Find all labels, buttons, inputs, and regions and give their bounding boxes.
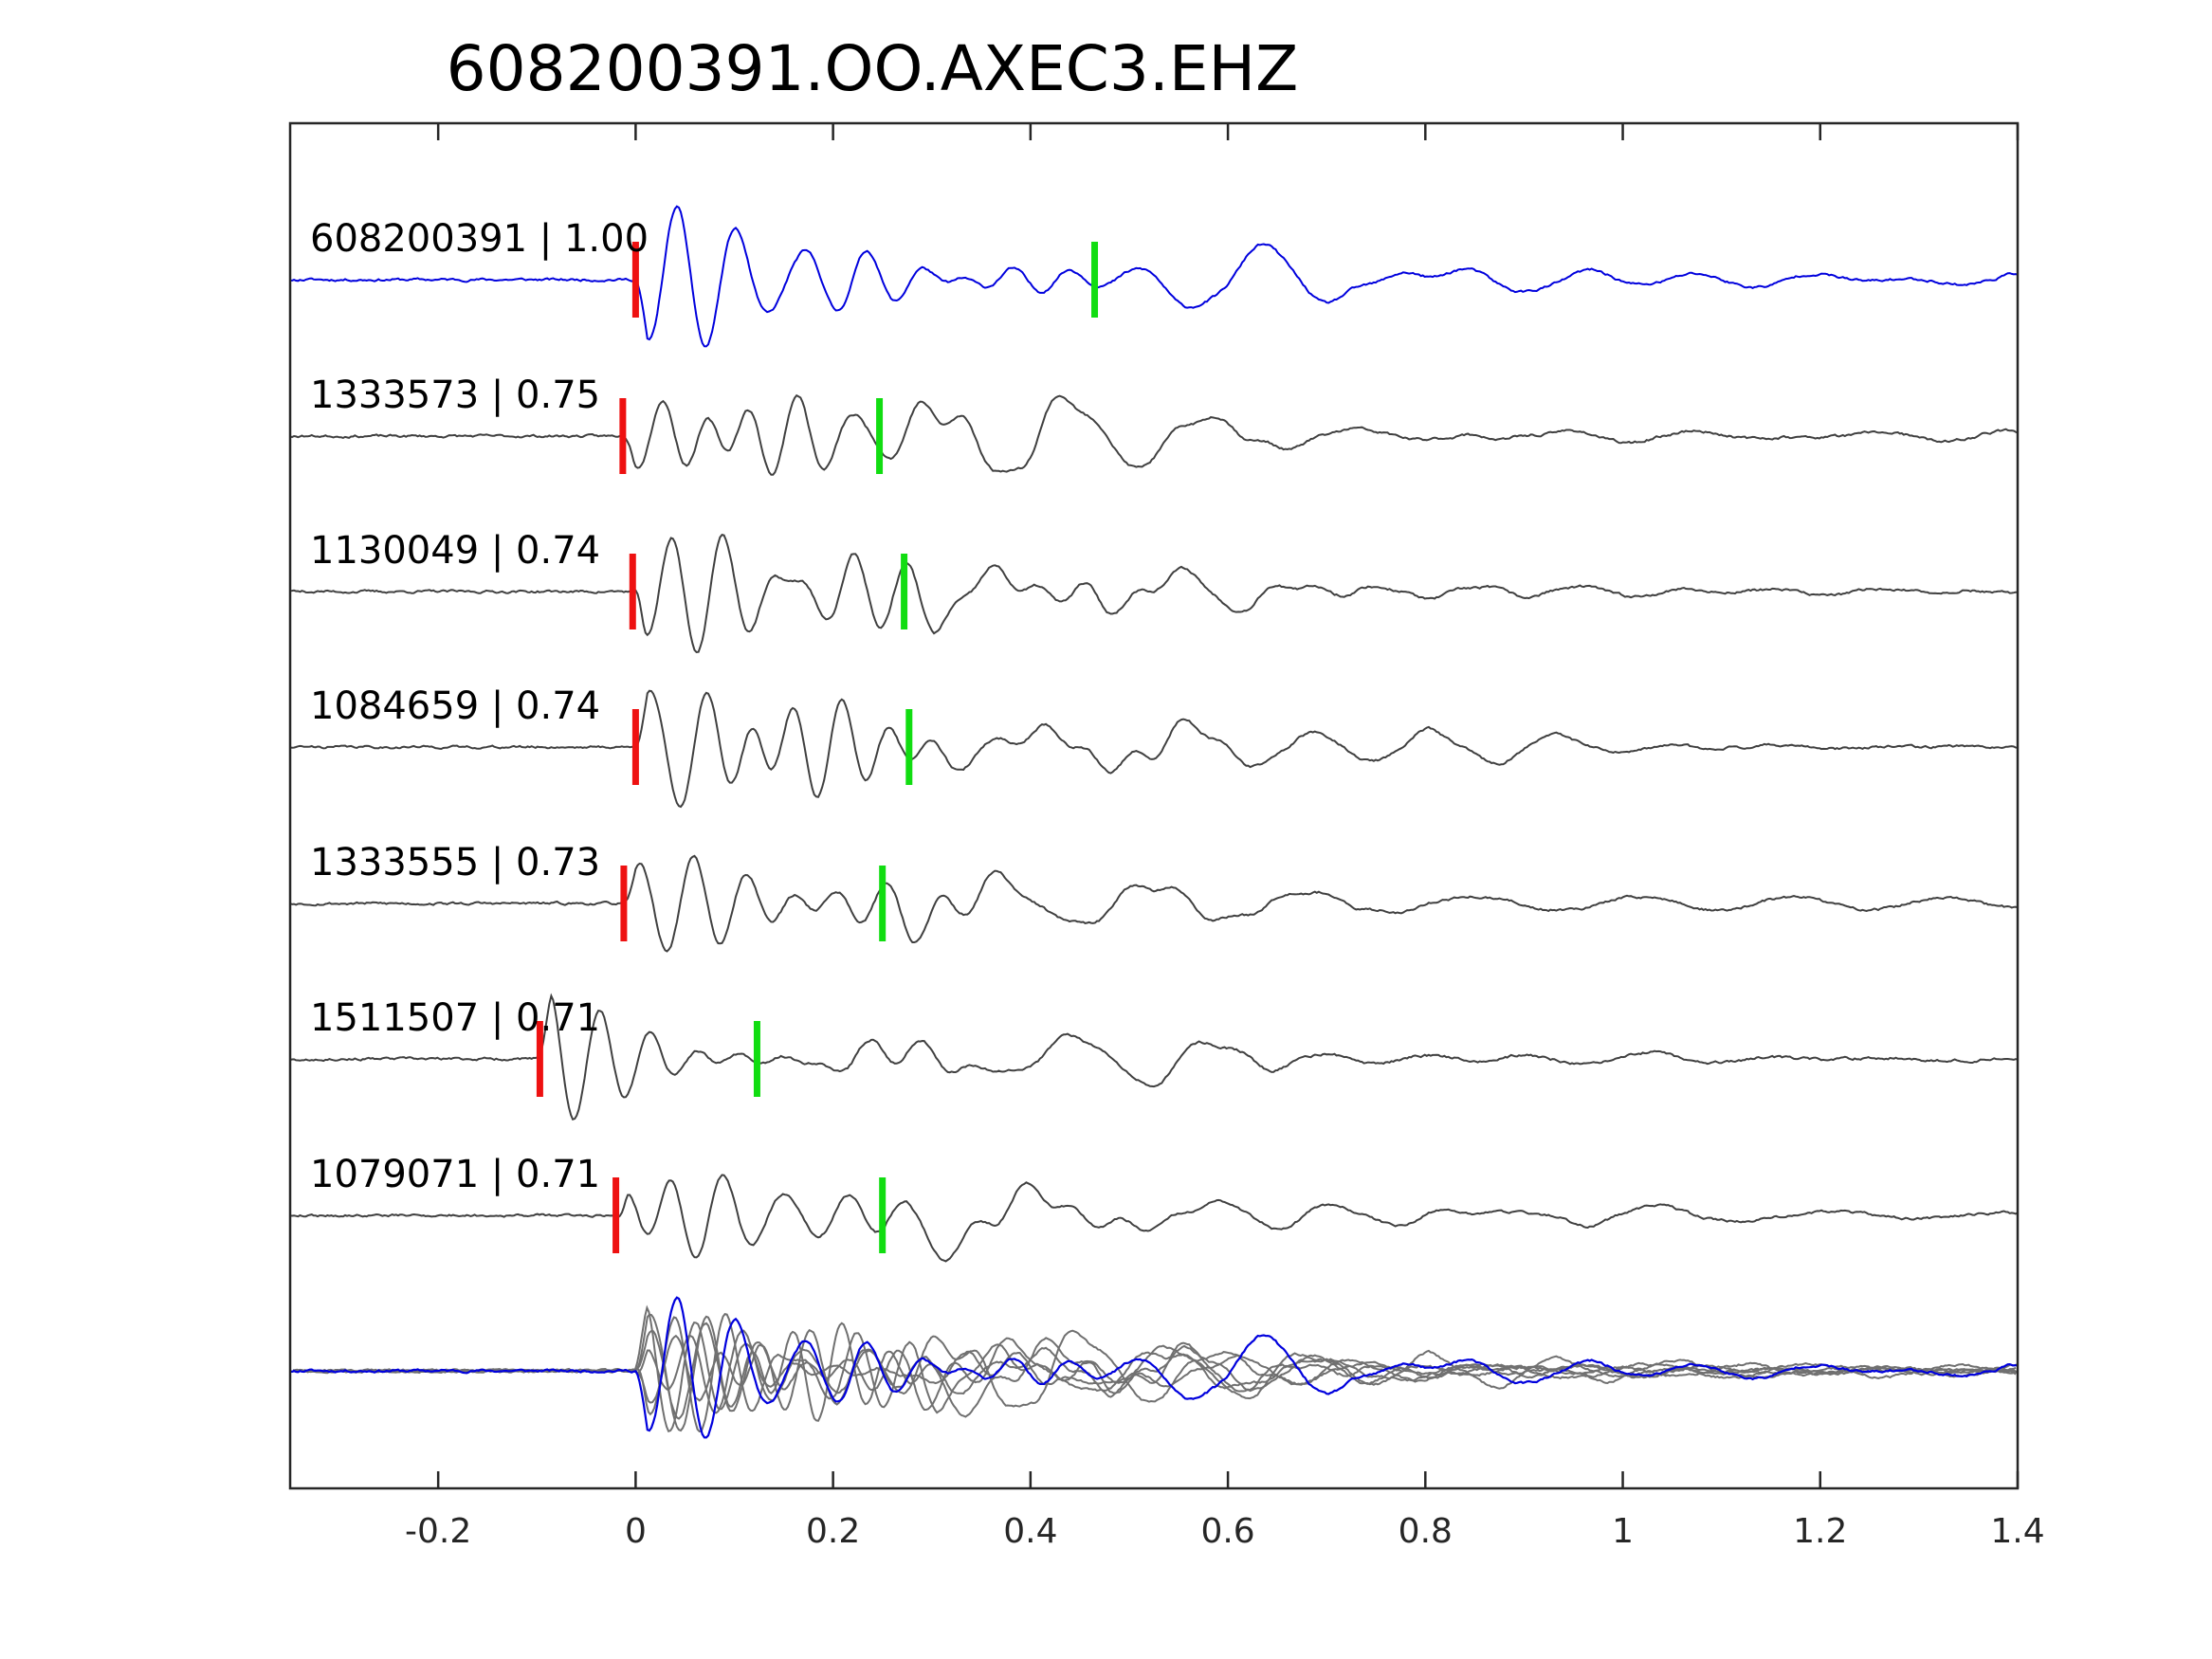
trace-label: 1333573 | 0.75 — [310, 374, 600, 417]
x-tick-label: 0.2 — [806, 1512, 860, 1551]
overlay-neighbor-waveform — [385, 1304, 2018, 1433]
trace-label: 608200391 | 1.00 — [310, 217, 649, 261]
chart-title: 608200391.OO.AXEC3.EHZ — [447, 32, 1299, 105]
trace-label: 1130049 | 0.74 — [310, 529, 600, 573]
trace-group: 608200391 | 1.00 — [290, 205, 2019, 348]
neighbor-waveform — [289, 1174, 2019, 1263]
overlay-template-waveform — [290, 1296, 2019, 1439]
x-tick-label: 0.6 — [1200, 1512, 1254, 1551]
trace-group: 1333555 | 0.73 — [289, 841, 2019, 953]
neighbor-waveform — [289, 993, 2019, 1121]
x-tick-label: 0.4 — [1003, 1512, 1057, 1551]
trace-group: 1511507 | 0.71 — [289, 993, 2019, 1121]
trace-group: 1084659 | 0.74 — [289, 684, 2019, 809]
trace-label: 1511507 | 0.71 — [310, 996, 600, 1040]
trace-group: 1079071 | 0.71 — [289, 1153, 2019, 1263]
trace-label: 1333555 | 0.73 — [310, 841, 600, 884]
trace-label: 1084659 | 0.74 — [310, 684, 600, 728]
x-tick-label: -0.2 — [405, 1512, 471, 1551]
plot-area: 608200391 | 1.00 1333573 | 0.75 1130049 | … — [289, 205, 2019, 1439]
trace-group: 1333573 | 0.75 — [289, 374, 2019, 476]
template-waveform — [290, 205, 2019, 348]
overlay-stack — [289, 1296, 2019, 1439]
neighbor-waveform — [289, 393, 2019, 476]
x-tick-label: 0.8 — [1398, 1512, 1453, 1551]
x-tick-label: 0 — [625, 1512, 647, 1551]
x-tick-label: 1.2 — [1793, 1512, 1847, 1551]
x-tick-label: 1 — [1612, 1512, 1634, 1551]
trace-group: 1130049 | 0.74 — [289, 529, 2019, 653]
x-axis: -0.2 0 0.2 0.4 0.6 0.8 1 1.2 1.4 — [405, 123, 2045, 1551]
trace-label: 1079071 | 0.71 — [310, 1153, 600, 1196]
neighbor-waveform — [289, 533, 2019, 653]
neighbor-waveform — [289, 689, 2019, 809]
neighbor-waveform — [289, 854, 2019, 953]
x-tick-label: 1.4 — [1990, 1512, 2044, 1551]
axes-frame — [288, 121, 2020, 1490]
